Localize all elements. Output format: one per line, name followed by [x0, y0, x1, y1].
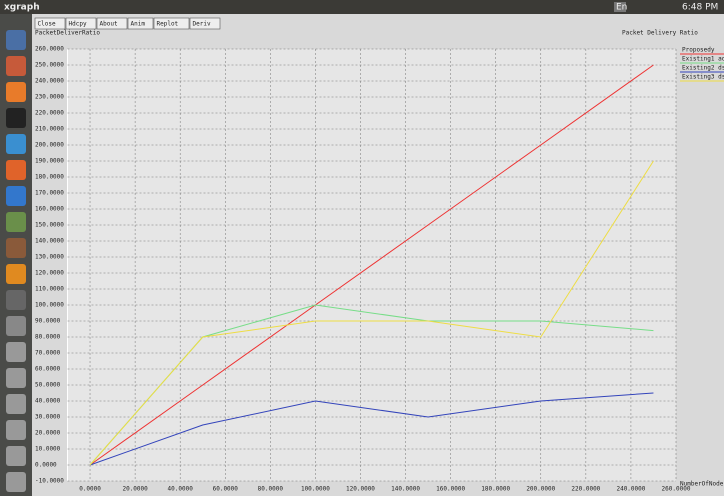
- y-tick-label: 200.0000: [35, 142, 64, 149]
- lang-box: [614, 2, 626, 12]
- launcher-icon[interactable]: [6, 82, 26, 102]
- y-tick-label: 70.0000: [35, 350, 61, 357]
- y-tick-label: 80.0000: [35, 334, 61, 341]
- button-label[interactable]: Replot: [157, 21, 179, 28]
- launcher-icon[interactable]: [6, 186, 26, 206]
- x-tick-label: 200.0000: [526, 486, 555, 493]
- y-tick-label: 180.0000: [35, 174, 64, 181]
- x-tick-label: 60.0000: [213, 486, 239, 493]
- chart-title: Packet Delivery Ratio: [622, 30, 698, 37]
- x-axis-label: NumberOfNodes: [680, 481, 724, 488]
- button-label[interactable]: Deriv: [193, 21, 211, 28]
- button[interactable]: [127, 17, 154, 30]
- legend-label: Proposedy: [682, 47, 715, 54]
- x-tick-label: 0.0000: [79, 486, 101, 493]
- legend-label: Existing1 aod: [682, 56, 724, 63]
- series-line: [89, 160, 654, 466]
- x-tick-label: 100.0000: [301, 486, 330, 493]
- y-tick-label: 230.0000: [35, 94, 64, 101]
- y-tick-label: 190.0000: [35, 158, 64, 165]
- x-tick-label: 220.0000: [571, 486, 600, 493]
- y-tick-label: 60.0000: [35, 366, 61, 373]
- launcher-icon[interactable]: [6, 368, 26, 388]
- top-bar-bg: [0, 0, 724, 14]
- y-tick-label: 10.0000: [35, 446, 61, 453]
- x-tick-label: 20.0000: [122, 486, 148, 493]
- button-label[interactable]: About: [100, 21, 118, 28]
- launcher-icon[interactable]: [6, 446, 26, 466]
- x-tick-label: 140.0000: [391, 486, 420, 493]
- y-tick-label: 50.0000: [35, 382, 61, 389]
- y-tick-label: 170.0000: [35, 190, 64, 197]
- button[interactable]: [153, 17, 190, 30]
- y-axis-label: PacketDeliverRatio: [35, 30, 100, 37]
- y-tick-label: 0.0000: [35, 462, 57, 469]
- launcher-icon[interactable]: [6, 342, 26, 362]
- legend-label: Existing3 dsr: [682, 74, 724, 81]
- button[interactable]: [96, 17, 128, 30]
- y-tick-label: 30.0000: [35, 414, 61, 421]
- launcher-icon[interactable]: [6, 420, 26, 440]
- x-tick-label: 240.0000: [616, 486, 645, 493]
- launcher-icon[interactable]: [6, 264, 26, 284]
- launcher-icon[interactable]: [6, 316, 26, 336]
- button-label[interactable]: Close: [38, 21, 56, 28]
- legend-label: Existing2 dsd: [682, 65, 724, 72]
- top-bar: xgraph En 6:48 PM: [0, 0, 724, 14]
- launcher-icon[interactable]: [6, 290, 26, 310]
- launcher-icon[interactable]: [6, 134, 26, 154]
- y-tick-label: 90.0000: [35, 318, 61, 325]
- series-line: [89, 392, 654, 466]
- y-tick-label: 150.0000: [35, 222, 64, 229]
- y-tick-label: 140.0000: [35, 238, 64, 245]
- button[interactable]: [34, 17, 66, 30]
- launcher-icon[interactable]: [6, 56, 26, 76]
- y-tick-label: 210.0000: [35, 126, 64, 133]
- launcher-icon[interactable]: [6, 472, 26, 492]
- app-title: xgraph: [4, 3, 40, 13]
- x-tick-label: 180.0000: [481, 486, 510, 493]
- x-tick-label: 80.0000: [258, 486, 284, 493]
- y-tick-label: 40.0000: [35, 398, 61, 405]
- lang: En: [616, 3, 627, 13]
- launcher-icon[interactable]: [6, 394, 26, 414]
- launcher-icon[interactable]: [6, 212, 26, 232]
- launcher-icon[interactable]: [6, 30, 26, 50]
- x-tick-label: 120.0000: [346, 486, 375, 493]
- launcher-icon[interactable]: [6, 108, 26, 128]
- button[interactable]: [189, 17, 221, 30]
- y-tick-label: 240.0000: [35, 78, 64, 85]
- series-line: [89, 64, 654, 466]
- y-tick-label: 220.0000: [35, 110, 64, 117]
- y-tick-label: 260.0000: [35, 46, 64, 53]
- y-tick-label: 160.0000: [35, 206, 64, 213]
- y-tick-label: -10.0000: [35, 478, 64, 485]
- button[interactable]: [65, 17, 97, 30]
- y-tick-label: 110.0000: [35, 286, 64, 293]
- y-tick-label: 250.0000: [35, 62, 64, 69]
- y-tick-label: 130.0000: [35, 254, 64, 261]
- button-label[interactable]: Hdcpy: [69, 21, 87, 28]
- x-tick-label: 260.0000: [662, 486, 691, 493]
- clock: 6:48 PM: [682, 3, 718, 13]
- launcher-icon[interactable]: [6, 238, 26, 258]
- y-tick-label: 100.0000: [35, 302, 64, 309]
- launcher-icon[interactable]: [6, 160, 26, 180]
- x-tick-label: 160.0000: [436, 486, 465, 493]
- y-tick-label: 20.0000: [35, 430, 61, 437]
- x-tick-label: 40.0000: [168, 486, 194, 493]
- button-label[interactable]: Anim: [131, 21, 146, 28]
- y-tick-label: 120.0000: [35, 270, 64, 277]
